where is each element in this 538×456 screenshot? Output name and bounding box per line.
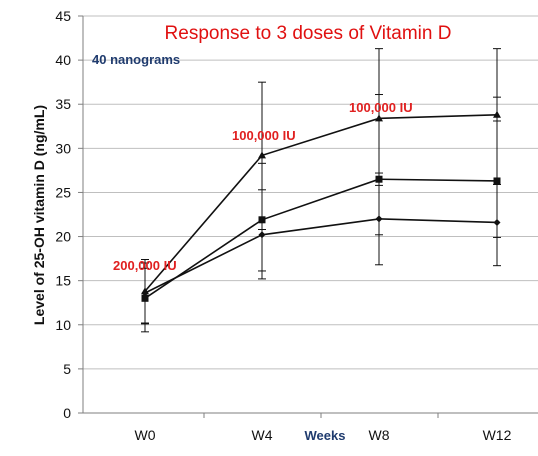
y-tick-label: 20 xyxy=(55,229,71,245)
x-tick-label-w8: W8 xyxy=(369,427,390,443)
annotation-100000-iu-w4: 100,000 IU xyxy=(232,128,296,143)
annotation-100000-iu-w8: 100,000 IU xyxy=(349,100,413,115)
chart-title: Response to 3 doses of Vitamin D xyxy=(165,23,452,44)
y-tick-label: 40 xyxy=(55,52,71,68)
y-axis-label: Level of 25-OH vitamin D (ng/mL) xyxy=(31,105,47,325)
x-tick-labels: W0 W4 W8 W12 xyxy=(135,427,512,443)
series-line-diamond xyxy=(144,218,498,294)
marker-triangle xyxy=(258,151,266,159)
y-tick-label: 25 xyxy=(55,184,71,200)
y-tick-label: 5 xyxy=(63,361,71,377)
y-tick-label: 15 xyxy=(55,273,71,289)
marker-diamond xyxy=(258,231,266,239)
grid xyxy=(83,15,538,370)
marker-square xyxy=(493,177,501,185)
x-tick-label-w12: W12 xyxy=(483,427,512,443)
y-tick-labels: 0 5 10 15 20 25 30 35 40 45 xyxy=(55,8,71,421)
marker-triangle xyxy=(493,110,501,118)
y-tick-label: 35 xyxy=(55,96,71,112)
marker-diamond xyxy=(141,289,149,297)
marker-triangle xyxy=(375,114,383,122)
marker-square xyxy=(375,175,383,183)
annotation-40-nanograms: 40 nanograms xyxy=(92,52,180,67)
y-tick-label: 0 xyxy=(63,405,71,421)
error-bars xyxy=(141,48,501,333)
x-tick-label-w0: W0 xyxy=(135,427,156,443)
series-line-triangle xyxy=(144,114,498,292)
y-tick-label: 30 xyxy=(55,140,71,156)
marker-square xyxy=(258,216,266,224)
x-tick-label-w4: W4 xyxy=(252,427,273,443)
x-axis-label: Weeks xyxy=(305,428,346,443)
series-lines xyxy=(144,114,498,299)
marker-square xyxy=(141,294,149,302)
annotation-200000-iu: 200,000 IU xyxy=(113,258,177,273)
series-markers xyxy=(141,110,501,302)
marker-diamond xyxy=(493,218,501,226)
series-line-square xyxy=(144,178,498,299)
y-tick-label: 45 xyxy=(55,8,71,24)
y-tick-label: 10 xyxy=(55,317,71,333)
axes xyxy=(78,15,538,418)
marker-diamond xyxy=(375,215,383,223)
